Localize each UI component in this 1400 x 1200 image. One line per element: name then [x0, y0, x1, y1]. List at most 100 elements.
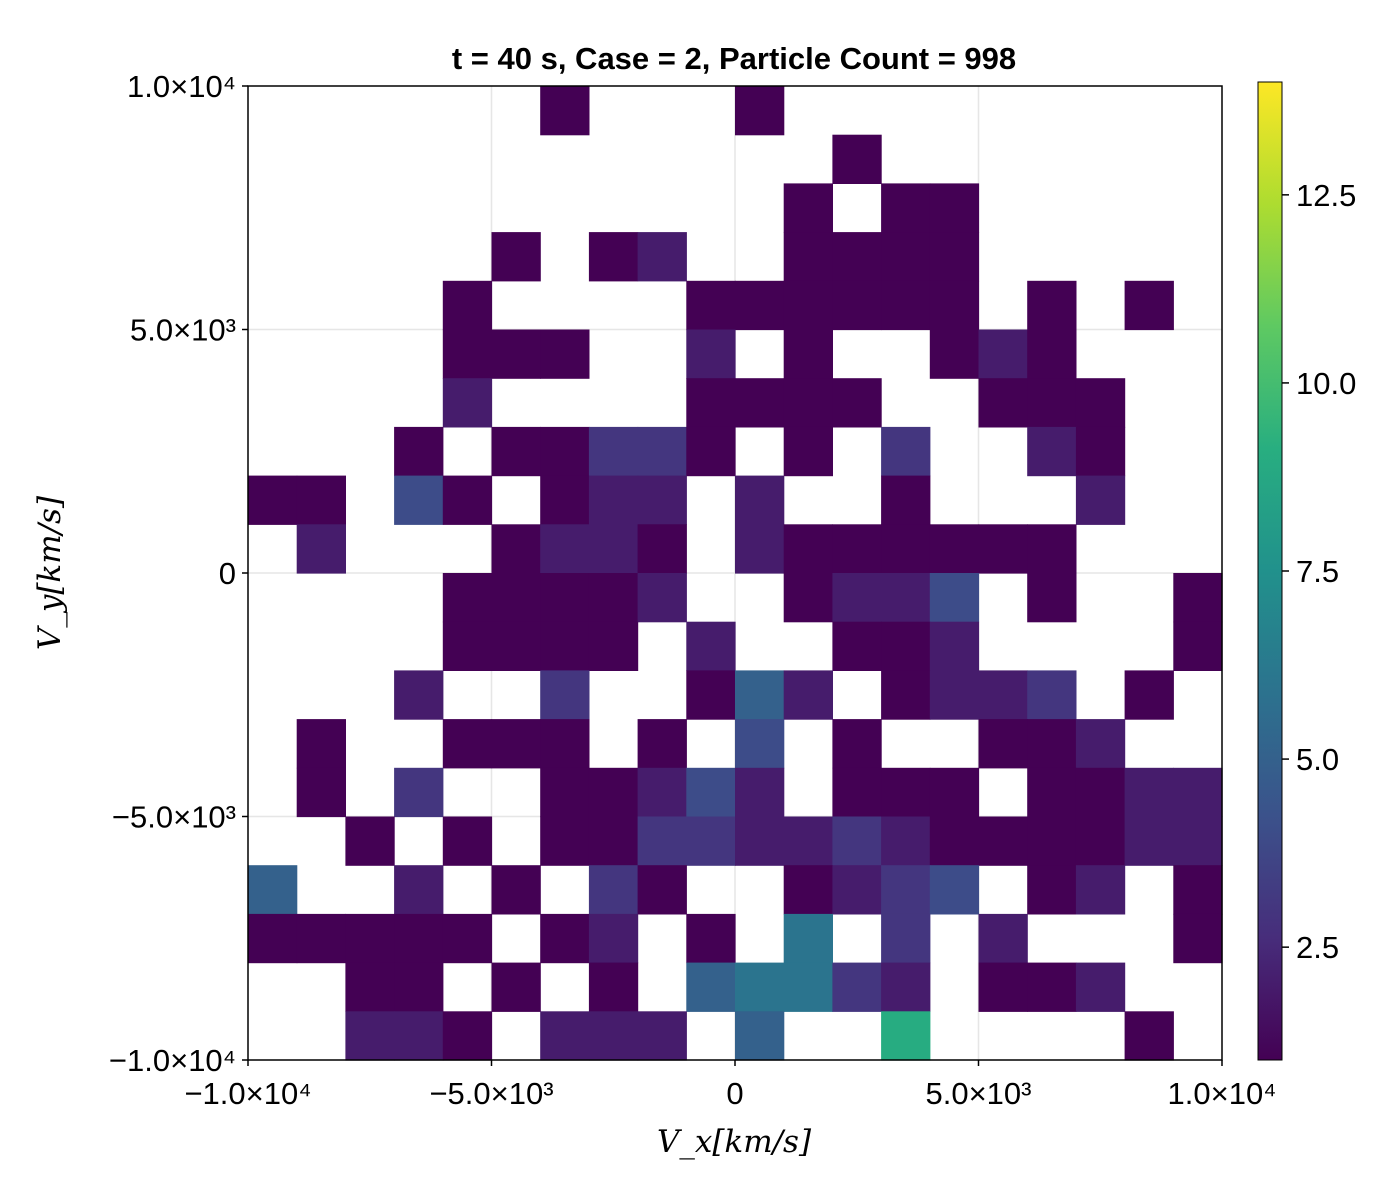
heatmap-cell: [540, 329, 590, 379]
heatmap-cell: [1075, 426, 1126, 477]
heatmap-cell: [735, 86, 785, 136]
heatmap-cell: [978, 670, 1028, 720]
heatmap-cell: [783, 232, 833, 282]
heatmap-cell: [881, 524, 931, 574]
x-tick-label: 1.0×10⁴: [1168, 1076, 1277, 1111]
heatmap-cell: [929, 621, 980, 671]
heatmap-cell: [540, 475, 590, 525]
x-axis-label: V_x[km/s]: [657, 1124, 812, 1160]
heatmap-cell: [637, 475, 687, 525]
heatmap-cell: [686, 329, 736, 379]
heatmap-cell: [540, 719, 590, 769]
heatmap-cell: [686, 670, 736, 720]
heatmap-cell: [442, 573, 493, 623]
heatmap-cell: [735, 719, 785, 769]
heatmap-cell: [588, 621, 639, 671]
y-axis-ticks: −1.0×10⁴ −5.0×10³ 0 5.0×10³ 1.0×10⁴: [109, 69, 248, 1078]
y-tick-label: 0: [219, 556, 236, 591]
heatmap-cell: [394, 913, 444, 964]
chart-title: t = 40 s, Case = 2, Particle Count = 998: [452, 41, 1016, 76]
heatmap-cell: [1173, 913, 1223, 964]
heatmap-cell: [1027, 524, 1077, 574]
x-tick-label: 0: [726, 1076, 743, 1111]
heatmap-cell: [442, 329, 493, 379]
heatmap-cell: [978, 329, 1028, 379]
heatmap-cell: [1173, 573, 1223, 623]
colorbar: [1257, 81, 1283, 1061]
heatmap-cell: [735, 767, 785, 818]
heatmap-cell: [442, 378, 493, 428]
colorbar-tick-label: 10.0: [1296, 366, 1356, 401]
heatmap-cell: [881, 621, 931, 671]
heatmap-cell: [637, 767, 687, 818]
heatmap-cell: [491, 232, 541, 282]
heatmap-cell: [491, 329, 541, 379]
heatmap-cell: [394, 1011, 444, 1061]
heatmap-cell: [637, 865, 687, 915]
heatmap-cell: [832, 621, 882, 671]
heatmap-cell: [735, 524, 785, 574]
heatmap-cell: [686, 378, 736, 428]
heatmap-cell: [735, 816, 785, 866]
heatmap-cell: [1027, 378, 1077, 428]
heatmap-cell: [978, 524, 1028, 574]
heatmap-cell: [735, 475, 785, 525]
y-tick-label: 5.0×10³: [130, 313, 236, 348]
heatmap-cell: [540, 524, 590, 574]
heatmap-cell: [248, 475, 298, 525]
heatmap-cell: [637, 719, 687, 769]
heatmap-cell: [637, 232, 687, 282]
heatmap-cell: [637, 1011, 687, 1061]
heatmap-cell: [540, 86, 590, 136]
heatmap-cell: [832, 524, 882, 574]
heatmap-cell: [491, 573, 541, 623]
heatmap-cell: [1075, 962, 1126, 1012]
heatmap-cell: [881, 865, 931, 915]
heatmap-cell: [1075, 767, 1126, 818]
heatmap-cell: [978, 816, 1028, 866]
heatmap-cell: [394, 962, 444, 1012]
x-tick-label: 5.0×10³: [925, 1076, 1031, 1111]
heatmap-cell: [735, 378, 785, 428]
heatmap-cell: [345, 913, 395, 964]
heatmap-cell: [783, 865, 833, 915]
heatmap-cell: [540, 670, 590, 720]
y-tick-label: 1.0×10⁴: [127, 69, 236, 104]
heatmap-cell: [1027, 426, 1077, 477]
heatmap-cell: [783, 280, 833, 331]
heatmap-cell: [881, 670, 931, 720]
heatmap-cell: [394, 865, 444, 915]
heatmap-cell: [783, 524, 833, 574]
heatmap-cell: [296, 767, 346, 818]
heatmap-cell: [491, 719, 541, 769]
heatmap-cell: [881, 767, 931, 818]
heatmap-cell: [1173, 865, 1223, 915]
y-tick-label: −5.0×10³: [112, 800, 236, 835]
heatmap-cell: [686, 280, 736, 331]
heatmap-cell: [832, 232, 882, 282]
colorbar-tick-label: 2.5: [1296, 930, 1339, 965]
heatmap-cell: [929, 670, 980, 720]
heatmap-cell: [540, 767, 590, 818]
heatmap-cell: [1075, 719, 1126, 769]
heatmap-cell: [588, 426, 639, 477]
heatmap-cell: [637, 573, 687, 623]
heatmap-cell: [783, 913, 833, 964]
heatmap-cell: [637, 524, 687, 574]
x-tick-label: −5.0×10³: [429, 1076, 553, 1111]
heatmap-cell: [442, 475, 493, 525]
heatmap-cell: [588, 913, 639, 964]
heatmap-cell: [345, 816, 395, 866]
heatmap-cell: [1075, 378, 1126, 428]
heatmap-cell: [929, 573, 980, 623]
heatmap-cell: [735, 962, 785, 1012]
heatmap-cell: [588, 1011, 639, 1061]
colorbar-tick-label: 5.0: [1296, 742, 1339, 777]
heatmap-cell: [881, 426, 931, 477]
heatmap-cell: [735, 1011, 785, 1061]
heatmap-cell: [442, 621, 493, 671]
heatmap-cell: [394, 670, 444, 720]
heatmap-cell: [588, 962, 639, 1012]
heatmap-cell: [881, 1011, 931, 1061]
